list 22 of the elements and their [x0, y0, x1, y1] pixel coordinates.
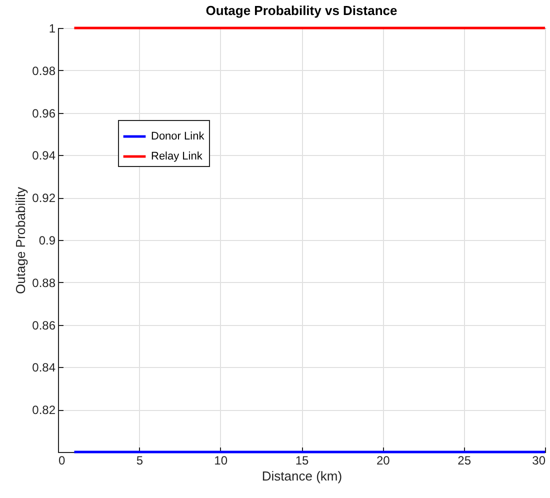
- x-tick-label: 15: [295, 454, 309, 468]
- y-tick-label: 1: [48, 22, 56, 36]
- x-tick-label: 20: [376, 454, 390, 468]
- x-axis-title: Distance (km): [262, 468, 342, 484]
- legend-label: Relay Link: [151, 150, 203, 162]
- y-tick-label: 0.98: [32, 64, 56, 78]
- y-tick-label: 0.84: [32, 360, 56, 375]
- x-tick-label: 30: [532, 454, 546, 468]
- y-axis-title: Outage Probability: [13, 186, 28, 294]
- y-tick-label: 0.86: [32, 318, 56, 332]
- y-tick-label: 0.9: [38, 234, 56, 248]
- x-tick-label: 25: [458, 454, 472, 468]
- y-tick-label: 0.96: [32, 106, 56, 120]
- x-tick-label: 10: [214, 454, 228, 468]
- x-tick-label: 5: [136, 454, 144, 468]
- legend-label: Donor Link: [151, 130, 205, 142]
- y-tick-label: 0.92: [32, 191, 56, 206]
- y-tick-label: 0.88: [32, 276, 56, 290]
- x-tick-label: 0: [58, 454, 66, 468]
- y-tick-label: 0.82: [32, 403, 56, 418]
- y-tick-label: 0.94: [32, 148, 56, 163]
- chart-title: Outage Probability vs Distance: [206, 3, 398, 18]
